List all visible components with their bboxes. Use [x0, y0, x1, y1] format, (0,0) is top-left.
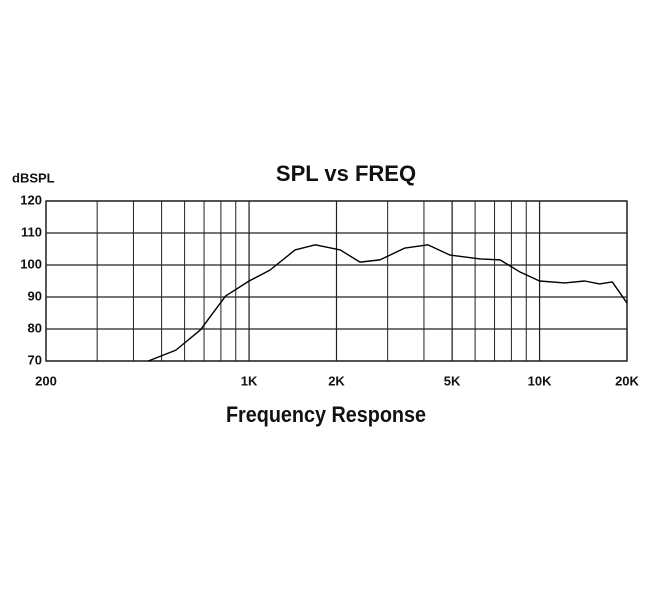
x-tick-label: 2K	[328, 373, 345, 388]
y-tick-label: 70	[28, 352, 42, 367]
x-tick-label: 5K	[444, 373, 461, 388]
y-tick-label: 80	[28, 320, 42, 335]
y-axis-label: dBSPL	[12, 170, 55, 185]
y-tick-label: 110	[21, 224, 42, 239]
response-curve	[148, 244, 628, 362]
y-tick-label: 100	[20, 256, 42, 271]
chart-title: SPL vs FREQ	[276, 161, 416, 186]
x-tick-label: 10K	[528, 373, 552, 388]
x-tick-label: 20K	[615, 373, 639, 388]
x-tick-label: 200	[35, 373, 57, 388]
x-axis-label: Frequency Response	[226, 403, 426, 427]
x-tick-label: 1K	[241, 373, 258, 388]
y-tick-label: 120	[20, 192, 42, 207]
y-tick-label: 90	[28, 288, 42, 303]
plot-frame	[45, 200, 628, 362]
